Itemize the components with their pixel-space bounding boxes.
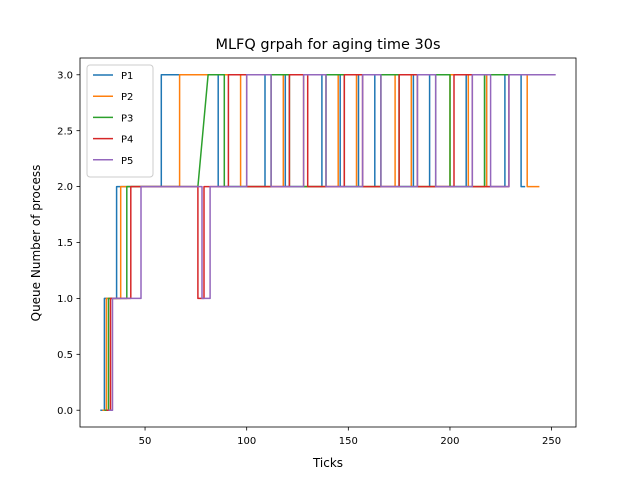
x-tick-label: 250 bbox=[542, 436, 561, 447]
y-tick-label: 1.0 bbox=[57, 294, 73, 305]
series-line-p4 bbox=[106, 74, 552, 411]
legend-label-p1: P1 bbox=[121, 71, 133, 82]
legend-box bbox=[86, 64, 154, 178]
series-line-p5 bbox=[108, 74, 556, 411]
y-axis-label: Queue Number of process bbox=[29, 165, 43, 322]
x-tick-label: 100 bbox=[237, 436, 256, 447]
legend-label-p4: P4 bbox=[121, 135, 133, 146]
x-tick-label: 150 bbox=[339, 436, 358, 447]
axes: 50 100 150 200 250 0.0 0.5 1.0 1.5 2.0 2.5 3.0 bbox=[57, 57, 577, 447]
plot-area bbox=[100, 74, 556, 411]
chart-title: MLFQ grpah for aging time 30s bbox=[215, 37, 440, 53]
y-tick-label: 1.5 bbox=[57, 238, 73, 249]
x-axis-label: Ticks bbox=[312, 456, 343, 470]
legend-label-p3: P3 bbox=[121, 113, 133, 124]
legend-label-p2: P2 bbox=[121, 92, 133, 103]
x-tick-label: 200 bbox=[440, 436, 459, 447]
legend-label-p5: P5 bbox=[121, 156, 133, 167]
y-tick-label: 3.0 bbox=[57, 70, 73, 81]
y-tick-label: 2.5 bbox=[57, 126, 73, 137]
y-tick-label: 2.0 bbox=[57, 182, 73, 193]
legend: P1 P2 P3 P4 P5 bbox=[86, 64, 154, 178]
y-tick-label: 0.0 bbox=[57, 406, 73, 417]
y-tick-label: 0.5 bbox=[57, 350, 73, 361]
x-tick-label: 50 bbox=[139, 436, 152, 447]
